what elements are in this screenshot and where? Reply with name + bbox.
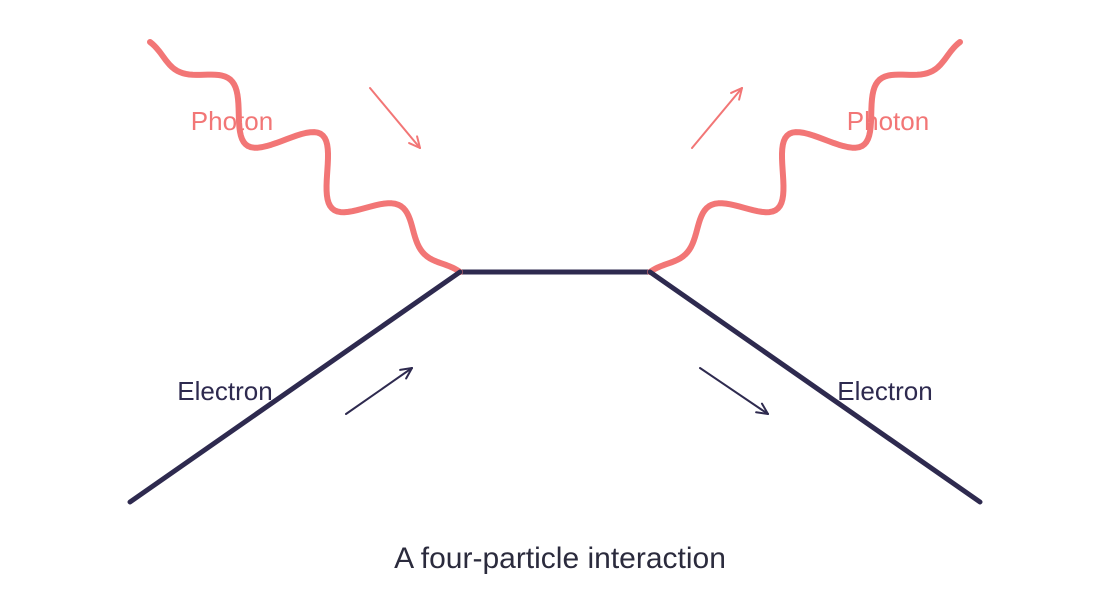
- photon-out-label: Photon: [847, 106, 929, 136]
- background: [0, 0, 1120, 604]
- electron-out-label: Electron: [837, 376, 932, 406]
- feynman-diagram: Photon Photon Electron Electron A four-parti…: [0, 0, 1120, 604]
- photon-in-label: Photon: [191, 106, 273, 136]
- caption: A four-particle interaction: [394, 542, 726, 575]
- electron-in-label: Electron: [177, 376, 272, 406]
